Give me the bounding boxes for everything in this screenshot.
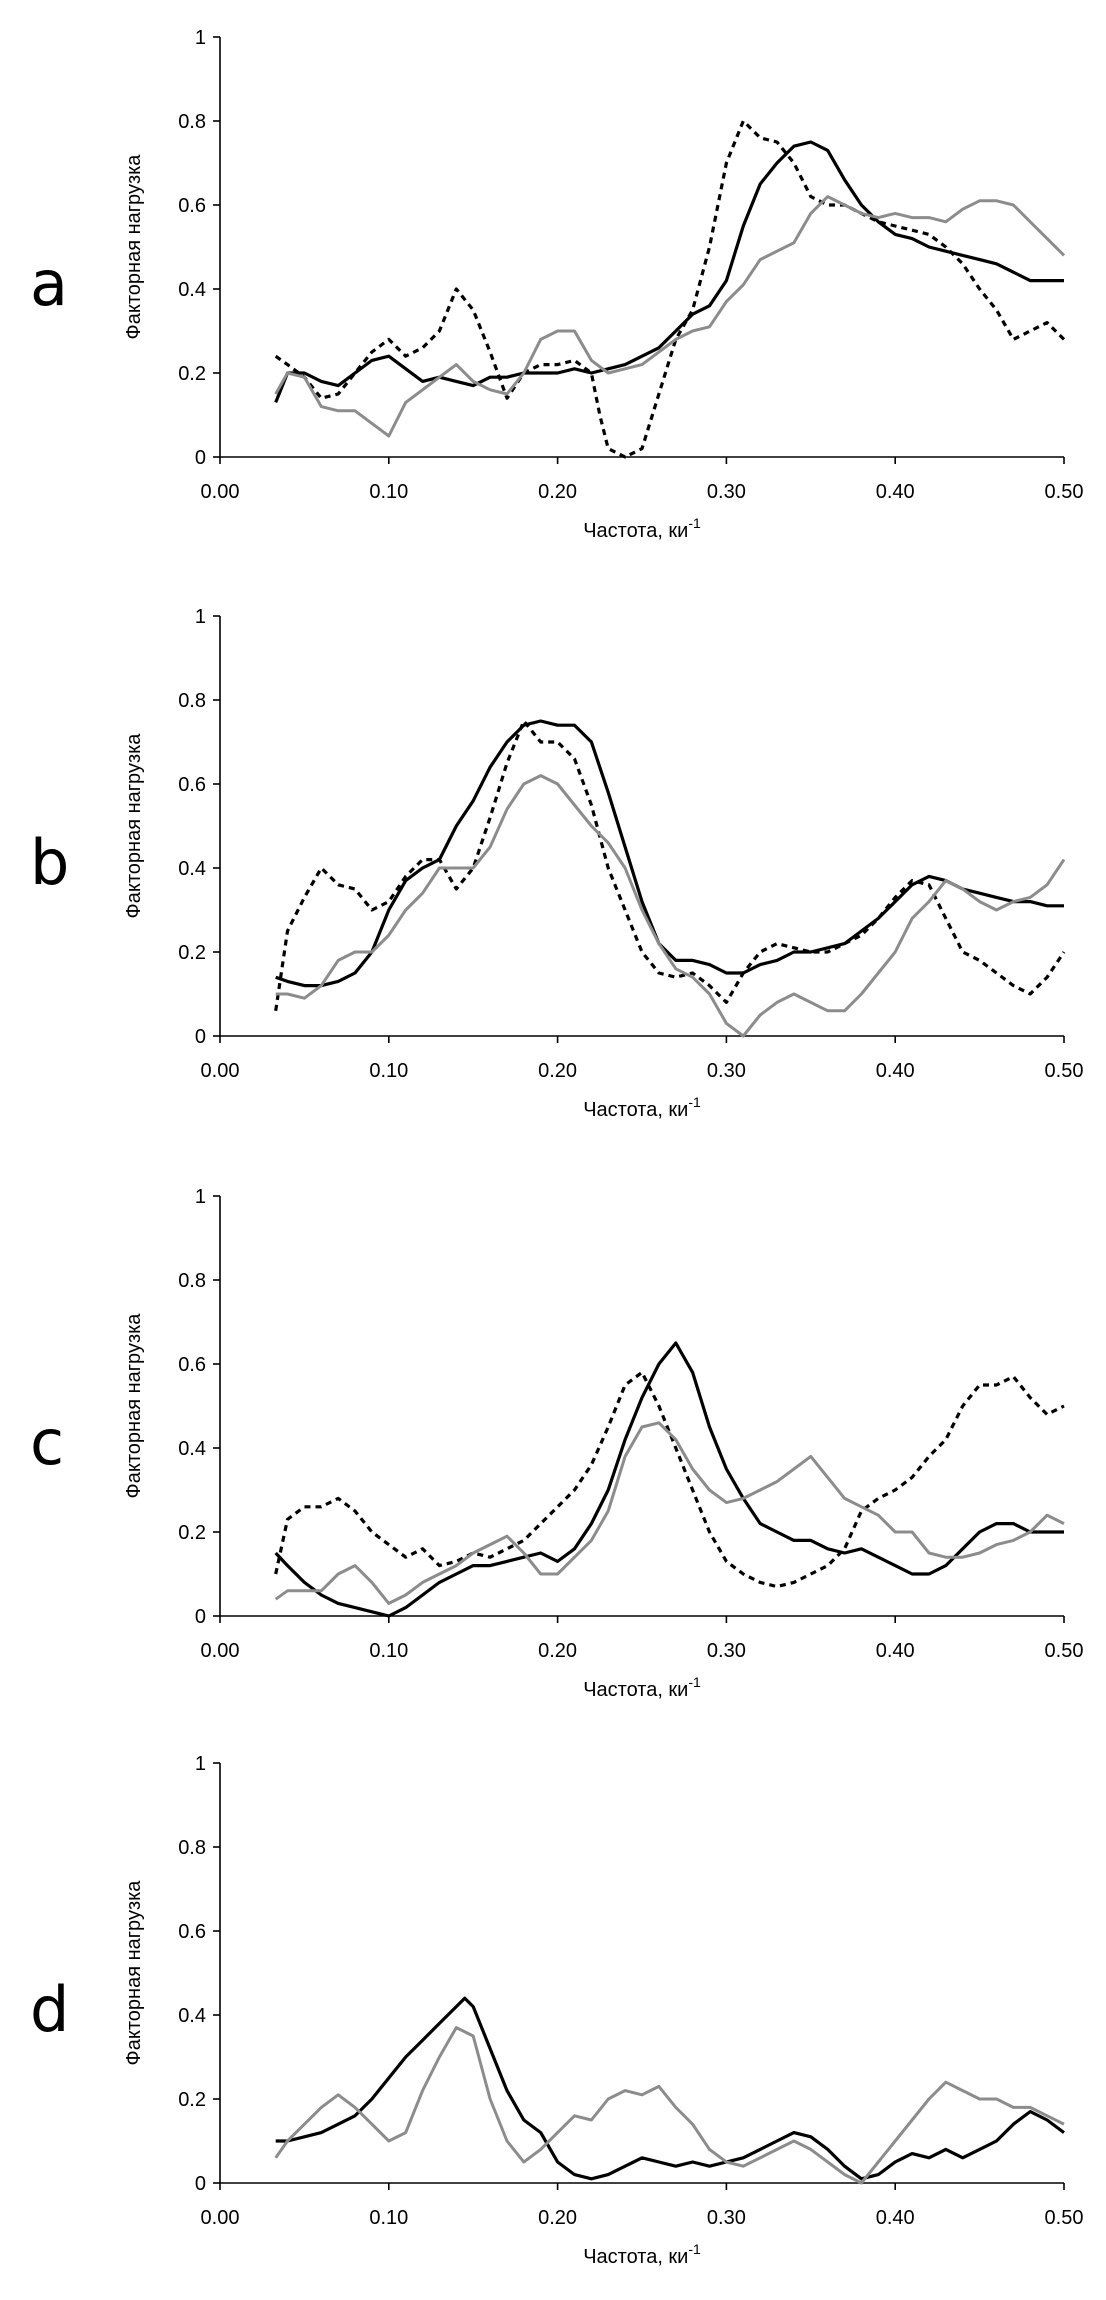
x-tick-label: 0.30 <box>707 2207 746 2229</box>
y-tick-label: 0.2 <box>178 2089 206 2111</box>
panel-letter: a <box>30 247 68 320</box>
y-tick-label: 0 <box>195 1026 206 1048</box>
x-axis-title-text: Частота, ки <box>583 520 688 542</box>
x-tick-label: 0.10 <box>369 1640 408 1662</box>
panel-letter: c <box>30 1406 64 1479</box>
panel-letter: d <box>30 1973 69 2046</box>
x-tick-label: 0.30 <box>707 1060 746 1082</box>
x-tick-label: 0.40 <box>876 1640 915 1662</box>
series-line-dashed-black <box>274 119 1066 459</box>
x-axis-title-text: Частота, ки <box>583 1679 688 1701</box>
y-tick-label: 1 <box>195 1753 206 1775</box>
y-axis-title: Факторная нагрузка <box>123 733 145 919</box>
x-axis-title-superscript: -1 <box>688 515 701 531</box>
x-axis-title-superscript: -1 <box>688 1094 701 1110</box>
chart-panel-b: b 0 0.2 0.4 0.6 0.8 1 0.00 0.10 0.20 0.30 0.40 0.50 Ф… <box>30 606 1083 1121</box>
x-axis-title-superscript: -1 <box>688 2241 701 2257</box>
x-tick-label: 0.00 <box>201 1640 240 1662</box>
y-tick-label: 0.4 <box>178 1438 206 1460</box>
x-axis-title-superscript: -1 <box>688 1674 701 1690</box>
x-axis-title: Частота, ки-1 <box>583 515 701 542</box>
y-tick-label: 0.8 <box>178 111 206 133</box>
x-axis-title: Частота, ки-1 <box>583 1674 701 1701</box>
y-tick-label: 0.6 <box>178 774 206 796</box>
x-tick-label: 0.00 <box>201 481 240 503</box>
series-line-solid-gray <box>275 774 1066 1038</box>
y-axis-title: Факторная нагрузка <box>123 1880 145 2066</box>
x-tick-label: 0.40 <box>876 481 915 503</box>
x-tick-label: 0.00 <box>201 2207 240 2229</box>
y-tick-label: 1 <box>195 27 206 49</box>
x-tick-label: 0.00 <box>201 1060 240 1082</box>
y-tick-label: 0.8 <box>178 1837 206 1859</box>
x-tick-label: 0.10 <box>369 481 408 503</box>
y-tick-label: 0.6 <box>178 1921 206 1943</box>
y-axis-title: Факторная нагрузка <box>123 1313 145 1499</box>
y-axis-title: Факторная нагрузка <box>123 154 145 340</box>
x-tick-label: 0.30 <box>707 1640 746 1662</box>
x-tick-label: 0.50 <box>1045 2207 1084 2229</box>
y-tick-label: 0.6 <box>178 195 206 217</box>
y-tick-label: 0.2 <box>178 363 206 385</box>
x-tick-label: 0.50 <box>1045 1640 1084 1662</box>
y-tick-label: 0 <box>195 447 206 469</box>
x-tick-label: 0.40 <box>876 2207 915 2229</box>
y-tick-label: 0.2 <box>178 942 206 964</box>
y-tick-label: 0 <box>195 2173 206 2195</box>
panel-letter: b <box>30 826 69 899</box>
x-tick-label: 0.50 <box>1045 1060 1084 1082</box>
series-line-solid-gray <box>274 195 1066 438</box>
y-tick-label: 0.6 <box>178 1354 206 1376</box>
x-tick-label: 0.20 <box>538 481 577 503</box>
series-line-solid-black <box>275 1996 1065 2181</box>
y-tick-label: 0.4 <box>178 858 206 880</box>
series-line-solid-black <box>274 140 1064 403</box>
y-tick-label: 1 <box>195 1186 206 1208</box>
y-tick-label: 0.4 <box>178 2005 206 2027</box>
series-line-solid-black <box>274 1341 1064 1618</box>
x-tick-label: 0.10 <box>369 2207 408 2229</box>
x-tick-label: 0.50 <box>1045 481 1084 503</box>
series-line-dashed-black <box>274 1370 1065 1589</box>
x-tick-label: 0.30 <box>707 481 746 503</box>
x-tick-label: 0.10 <box>369 1060 408 1082</box>
chart-panel-c: c 0 0.2 0.4 0.6 0.8 1 0.00 0.10 0.20 0.30 0.40 0.50 Ф… <box>30 1186 1083 1701</box>
y-tick-label: 0.8 <box>178 690 206 712</box>
chart-panel-d: d 0 0.2 0.4 0.6 0.8 1 0.00 0.10 0.20 0.30 0.40 0.50 Ф… <box>30 1753 1083 2268</box>
x-axis-title-text: Частота, ки <box>583 1099 688 1121</box>
series-line-solid-black <box>275 719 1064 988</box>
series-line-dashed-black <box>274 719 1066 1012</box>
y-tick-label: 0.4 <box>178 279 206 301</box>
x-tick-label: 0.40 <box>876 1060 915 1082</box>
series-line-solid-gray <box>274 1421 1065 1605</box>
y-tick-label: 0 <box>195 1606 206 1628</box>
x-tick-label: 0.20 <box>538 1060 577 1082</box>
chart-panel-a: a 0 0.2 0.4 0.6 0.8 1 0.00 0.10 0.20 0.30 0.40 0.50 Ф… <box>30 27 1083 542</box>
series-line-solid-gray <box>274 2026 1065 2185</box>
x-tick-label: 0.20 <box>538 1640 577 1662</box>
y-tick-label: 0.2 <box>178 1522 206 1544</box>
x-tick-label: 0.20 <box>538 2207 577 2229</box>
x-axis-title: Частота, ки-1 <box>583 2241 701 2268</box>
y-tick-label: 1 <box>195 606 206 628</box>
y-tick-label: 0.8 <box>178 1270 206 1292</box>
x-axis-title-text: Частота, ки <box>583 2246 688 2268</box>
x-axis-title: Частота, ки-1 <box>583 1094 701 1121</box>
